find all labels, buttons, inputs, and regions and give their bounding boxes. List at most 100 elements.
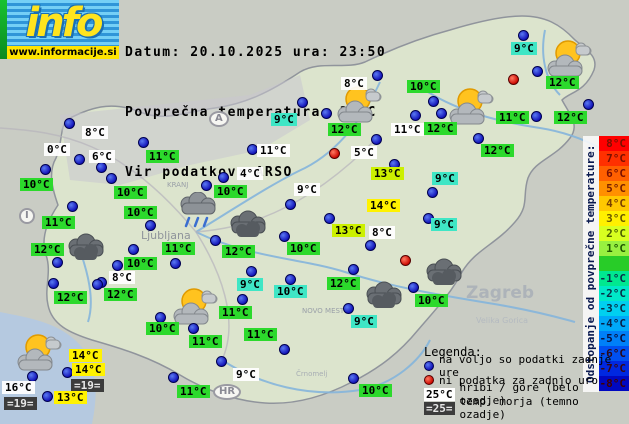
legend-item-text: na voljo so podatki zadnje ure	[439, 353, 612, 379]
scale-step: 2°C	[599, 226, 629, 241]
station-dot-blue	[473, 133, 484, 144]
city-label: Ljubljana	[141, 229, 191, 242]
station-dot-blue	[532, 66, 543, 77]
header-info: Datum: 20.10.2025 ura: 23:50 Povprečna t…	[125, 3, 386, 223]
station-temp-label: 13°C	[332, 224, 365, 237]
station-temp-label: 9°C	[351, 315, 377, 328]
station-temp-label: 4°C	[237, 167, 263, 180]
dark-cloud-icon	[64, 233, 108, 267]
station-dot-blue	[365, 240, 376, 251]
legend-item: 25°C hribi / gore (belo ozadje)	[424, 381, 629, 407]
station-temp-label: 11°C	[219, 306, 252, 319]
scale-step: 4°C	[599, 196, 629, 211]
city-label: NOVO MESTO	[302, 307, 350, 315]
legend-item: na voljo so podatki zadnje ure	[424, 353, 629, 379]
scale-step: 7°C	[599, 151, 629, 166]
station-dot-red	[508, 74, 519, 85]
station-temp-label: 11°C	[257, 144, 290, 157]
station-temp-label: 5°C	[351, 146, 377, 159]
station-dot-blue	[218, 172, 229, 183]
station-temp-label: 8°C	[82, 126, 108, 139]
legend-item-text: hribi / gore (belo ozadje)	[459, 381, 579, 407]
dark-cloud-icon	[226, 210, 270, 244]
legend-item: ni podatka za zadnjo uro	[424, 373, 629, 387]
station-temp-label: 10°C	[359, 384, 392, 397]
station-dot-blue	[92, 279, 103, 290]
rain-cloud-icon	[176, 191, 220, 234]
station-temp-label: 12°C	[104, 288, 137, 301]
station-dot-blue	[64, 118, 75, 129]
station-dot-blue	[371, 134, 382, 145]
station-dot-blue	[531, 111, 542, 122]
station-dot-blue	[408, 282, 419, 293]
station-dot-blue	[112, 260, 123, 271]
road-sign: I	[19, 208, 35, 224]
station-temp-label: 8°C	[369, 226, 395, 239]
station-dot-blue	[201, 180, 212, 191]
station-dot-blue	[436, 108, 447, 119]
station-temp-label: 10°C	[415, 294, 448, 307]
station-dot-blue	[138, 137, 149, 148]
temperature-deviation-scale: Odstopanje od povprečne temperature: 8°C…	[583, 136, 629, 392]
station-temp-label: =19=	[4, 397, 37, 410]
station-dot-red	[329, 148, 340, 159]
legend-title: Legenda:	[424, 345, 482, 359]
scale-step: -8°C	[599, 376, 629, 391]
scale-step: 3°C	[599, 211, 629, 226]
station-dot-blue	[216, 356, 227, 367]
station-dot-blue	[279, 344, 290, 355]
logo[interactable]: info www.informacije.si	[0, 0, 119, 59]
station-dot-blue	[343, 303, 354, 314]
scale-step: -5°C	[599, 331, 629, 346]
station-temp-label: 10°C	[124, 206, 157, 219]
road-sign: A	[209, 111, 229, 127]
station-dot-blue	[348, 373, 359, 384]
station-dot-blue	[48, 278, 59, 289]
station-dot-blue	[372, 70, 383, 81]
station-temp-label: 9°C	[237, 278, 263, 291]
station-dot-blue	[42, 391, 53, 402]
scale-step: -7°C	[599, 361, 629, 376]
station-dot-blue	[285, 199, 296, 210]
sun-cloud-icon	[166, 286, 218, 330]
sun-cloud-icon	[442, 86, 494, 130]
station-temp-label: 12°C	[31, 243, 64, 256]
road-sign: HR	[213, 384, 242, 400]
station-dot-blue	[52, 257, 63, 268]
scale-step: -1°C	[599, 271, 629, 286]
station-temp-label: 8°C	[109, 271, 135, 284]
station-temp-label: 0°C	[44, 143, 70, 156]
station-dot-blue	[96, 162, 107, 173]
station-temp-label: 9°C	[511, 42, 537, 55]
station-dot-blue	[128, 244, 139, 255]
station-temp-label: 10°C	[20, 178, 53, 191]
blue-dot-icon	[424, 361, 434, 371]
station-temp-label: 11°C	[42, 216, 75, 229]
city-label: Velika Gorica	[476, 316, 529, 325]
legend-sample-chip: =25=	[424, 401, 455, 415]
station-temp-label: 16°C	[2, 381, 35, 394]
station-temp-label: 11°C	[496, 111, 529, 124]
logo-text: info	[25, 0, 103, 46]
red-dot-icon	[424, 375, 434, 385]
station-temp-label: 9°C	[431, 218, 457, 231]
scale-step: 1°C	[599, 241, 629, 256]
dark-cloud-icon	[362, 281, 406, 315]
station-dot-blue	[583, 99, 594, 110]
city-label: Zagreb	[466, 283, 535, 303]
station-dot-blue	[170, 258, 181, 269]
logo-site-link[interactable]: www.informacije.si	[7, 46, 119, 59]
station-dot-blue	[279, 231, 290, 242]
station-dot-blue	[297, 97, 308, 108]
station-temp-label: 9°C	[271, 113, 297, 126]
station-temp-label: 11°C	[189, 335, 222, 348]
station-dot-blue	[67, 201, 78, 212]
station-temp-label: 11°C	[391, 123, 424, 136]
station-dot-blue	[210, 235, 221, 246]
logo-green-bar	[0, 0, 7, 59]
scale-step: -2°C	[599, 286, 629, 301]
map-legend: Legenda: na voljo so podatki zadnje ure n…	[424, 345, 629, 421]
logo-stripes: info	[7, 0, 119, 46]
sun-cloud-icon	[10, 332, 62, 376]
sun-cloud-icon	[540, 38, 592, 82]
